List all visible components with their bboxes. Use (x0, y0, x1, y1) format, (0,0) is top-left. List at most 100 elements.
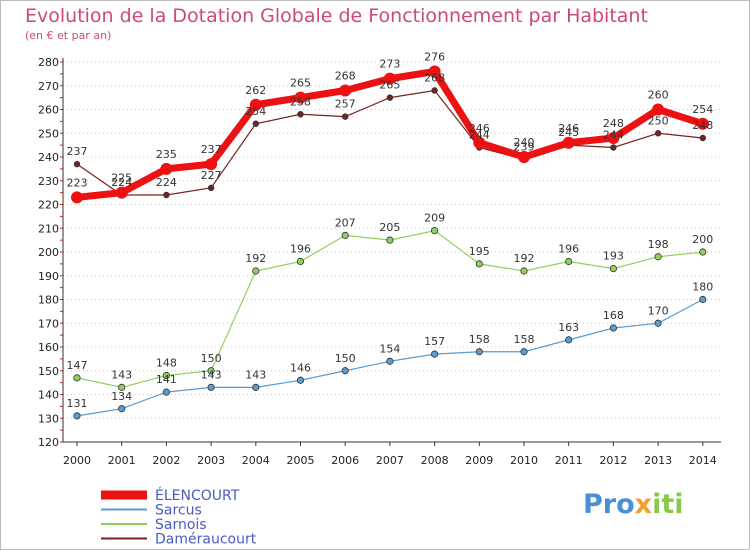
data-label: 195 (469, 245, 490, 258)
data-point (252, 120, 259, 127)
data-point (386, 236, 394, 244)
data-label: 158 (514, 333, 535, 346)
data-point (386, 94, 394, 101)
data-label: 254 (692, 103, 713, 116)
data-point (73, 412, 81, 420)
data-label: 170 (648, 304, 669, 317)
y-tick-label: 170 (38, 317, 59, 330)
data-label: 193 (603, 250, 624, 263)
data-point (654, 319, 662, 327)
y-tick-label: 130 (38, 412, 59, 425)
data-point (160, 162, 173, 175)
x-tick-label: 2008 (421, 454, 449, 467)
data-point (607, 132, 620, 144)
data-label: 239 (514, 140, 535, 153)
data-point (297, 111, 304, 118)
x-tick-label: 2000 (63, 454, 91, 467)
data-label: 248 (603, 117, 624, 130)
data-point (475, 348, 483, 356)
data-label: 150 (335, 352, 356, 365)
data-point (520, 267, 528, 275)
data-label: 207 (335, 216, 356, 229)
data-label: 163 (558, 321, 579, 334)
data-point (654, 253, 662, 261)
data-label: 200 (692, 233, 713, 246)
grid-lines (63, 61, 721, 419)
data-point (609, 324, 618, 332)
y-tick-label: 160 (38, 341, 59, 354)
data-label: 150 (201, 352, 222, 365)
data-label: 141 (156, 373, 177, 386)
data-label: 235 (156, 148, 177, 161)
data-point (205, 158, 218, 171)
data-label: 224 (156, 176, 177, 189)
y-tick-label: 210 (38, 222, 59, 235)
data-label: 276 (424, 51, 445, 64)
data-point (696, 117, 709, 130)
x-tick-label: 2012 (599, 454, 627, 467)
y-tick-label: 220 (38, 199, 59, 212)
data-point (654, 130, 662, 137)
data-label: 158 (469, 333, 490, 346)
series-group (71, 65, 709, 420)
data-point (162, 371, 170, 380)
data-label: 224 (111, 176, 132, 189)
y-tick-label: 200 (38, 246, 59, 259)
data-point (162, 388, 170, 396)
legend-label: Daméraucourt (155, 532, 257, 548)
data-point (207, 184, 215, 192)
x-tick-label: 2009 (465, 454, 493, 467)
data-label: 260 (648, 89, 669, 102)
data-point (475, 260, 483, 268)
data-point (115, 186, 128, 199)
data-point (296, 257, 305, 266)
data-point (252, 267, 260, 275)
data-label: 134 (111, 390, 132, 403)
data-point (652, 103, 665, 116)
x-tick-label: 2007 (376, 454, 404, 467)
data-point (73, 374, 81, 382)
data-point (430, 227, 439, 235)
data-label: 147 (67, 359, 88, 372)
data-point (294, 91, 307, 104)
data-point (610, 144, 617, 151)
data-point (252, 383, 260, 391)
data-label: 148 (156, 357, 177, 370)
data-label: 257 (335, 98, 356, 111)
chart-title: Evolution de la Dotation Globale de Fonc… (25, 5, 648, 27)
y-tick-labels: 120 130 140 150 160 170 180 190 200 210 220 230 240 2… (38, 56, 59, 449)
x-tick-label: 2004 (242, 454, 270, 467)
x-tick-label: 2006 (331, 454, 359, 467)
y-tick-label: 190 (38, 270, 59, 283)
chart-subtitle: (en € et par an) (25, 29, 112, 42)
x-tick-label: 2002 (152, 454, 180, 467)
x-tick-label: 2005 (287, 454, 315, 467)
data-label: 143 (245, 368, 266, 381)
x-tick-label: 2014 (689, 454, 717, 467)
data-label: 268 (335, 70, 356, 83)
data-label: 154 (379, 342, 400, 355)
data-point (565, 336, 573, 344)
data-point (341, 231, 349, 239)
data-point (383, 72, 396, 85)
data-point (428, 65, 441, 78)
data-point (699, 134, 706, 142)
data-label: 196 (290, 243, 311, 256)
data-point (342, 113, 349, 120)
x-tick-label: 2013 (644, 454, 672, 467)
y-tick-label: 250 (38, 127, 59, 140)
data-point (609, 265, 618, 273)
data-label: 225 (111, 172, 132, 185)
axes (60, 58, 721, 446)
data-label: 265 (290, 77, 311, 90)
logo-part: iti (652, 489, 684, 520)
data-point (430, 350, 439, 358)
data-label: 146 (290, 361, 311, 374)
data-label: 192 (514, 252, 535, 265)
data-label: 258 (290, 95, 311, 108)
data-label: 168 (603, 309, 624, 322)
data-label: 196 (558, 243, 579, 256)
